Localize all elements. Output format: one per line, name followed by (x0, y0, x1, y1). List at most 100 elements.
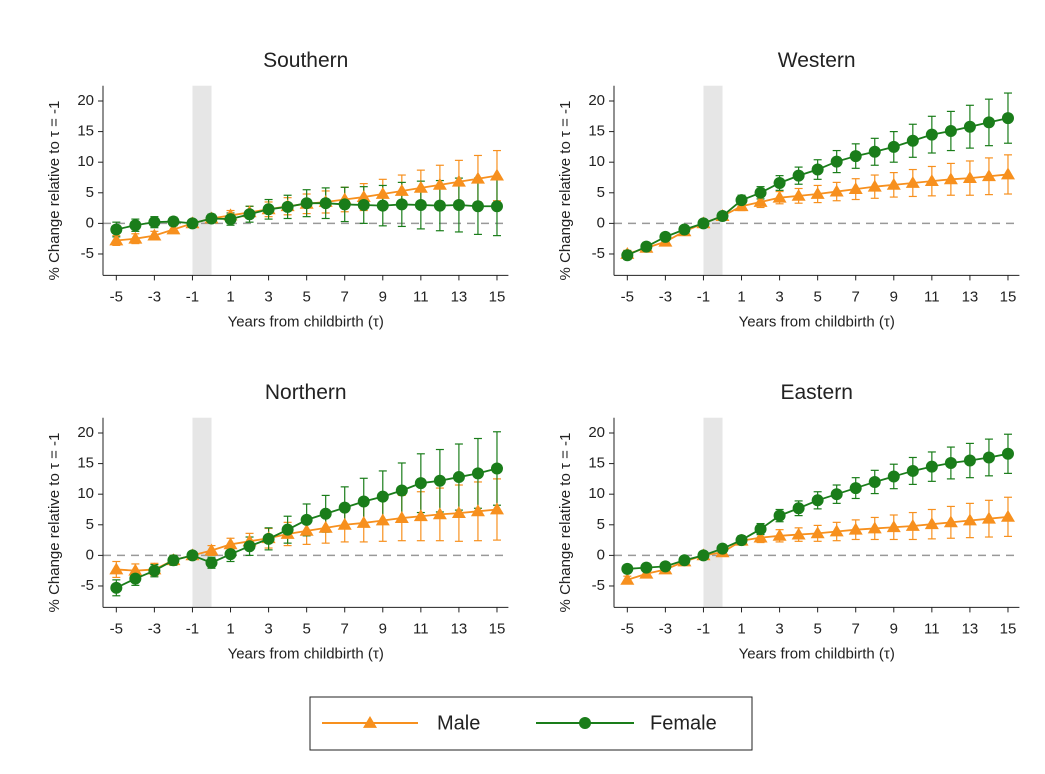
x-tick-label: 13 (962, 288, 979, 305)
y-tick-label: -5 (81, 245, 94, 262)
data-point (810, 187, 825, 199)
data-point (129, 219, 142, 232)
data-point (925, 128, 938, 141)
data-point (243, 208, 256, 221)
highlight-band (192, 417, 212, 608)
y-tick-label: 15 (77, 123, 94, 140)
x-tick-label: 13 (451, 620, 468, 637)
data-point (811, 163, 824, 176)
x-tick-label: 15 (1000, 288, 1017, 305)
data-point (452, 199, 465, 212)
data-point (621, 249, 634, 262)
data-point (925, 460, 938, 473)
data-point (659, 560, 672, 573)
data-point (963, 120, 976, 133)
data-point (772, 528, 787, 541)
data-point (659, 230, 672, 243)
data-point (772, 190, 787, 203)
data-point (905, 175, 920, 188)
data-point (395, 198, 408, 211)
data-point (413, 509, 428, 522)
x-tick-label: 7 (341, 288, 349, 305)
x-tick-label: -5 (110, 620, 123, 637)
data-point (848, 182, 863, 195)
data-point (432, 507, 447, 520)
data-point (887, 470, 900, 483)
data-point (962, 513, 977, 526)
data-point (791, 188, 806, 201)
x-tick-label: -1 (186, 288, 199, 305)
data-point (792, 502, 805, 515)
data-point (300, 513, 313, 526)
y-tick-label: -5 (592, 245, 605, 262)
data-point (490, 462, 503, 475)
data-point (944, 456, 957, 469)
x-tick-label: 9 (890, 620, 898, 637)
data-point (129, 572, 142, 585)
y-tick-label: 5 (86, 516, 94, 533)
data-point (924, 174, 939, 187)
data-point (337, 517, 352, 530)
data-point (452, 471, 465, 484)
data-point (205, 556, 218, 569)
x-tick-label: 7 (341, 620, 349, 637)
data-point (943, 172, 958, 185)
x-tick-label: -3 (148, 288, 161, 305)
data-point (981, 511, 996, 524)
data-point (962, 171, 977, 184)
data-point (829, 184, 844, 197)
legend-label: Female (650, 712, 717, 734)
legend-marker (579, 717, 591, 729)
data-point (943, 515, 958, 528)
data-point (886, 520, 901, 533)
data-point (299, 523, 314, 536)
x-tick-label: 3 (775, 620, 783, 637)
legend-marker (363, 716, 377, 728)
highlight-band (703, 85, 723, 276)
data-point (810, 526, 825, 539)
y-tick-label: 20 (588, 92, 605, 109)
y-tick-label: 15 (77, 455, 94, 472)
y-tick-label: 0 (597, 214, 605, 231)
data-point (128, 231, 143, 244)
data-point (906, 134, 919, 147)
data-point (678, 223, 691, 236)
x-tick-label: 5 (302, 620, 310, 637)
data-point (867, 179, 882, 192)
data-point (110, 223, 123, 236)
data-point (318, 520, 333, 533)
y-tick-label: 10 (77, 485, 94, 502)
x-tick-label: 3 (264, 620, 272, 637)
data-point (471, 200, 484, 213)
x-tick-label: 11 (413, 288, 429, 305)
data-point (394, 183, 409, 196)
data-point (905, 519, 920, 531)
data-point (357, 199, 370, 212)
y-tick-label: 5 (86, 184, 94, 201)
y-tick-label: 10 (588, 485, 605, 502)
x-tick-label: 9 (890, 288, 898, 305)
y-axis-label: % Change relative to τ = -1 (46, 101, 63, 281)
data-point (319, 507, 332, 520)
data-point (1001, 447, 1014, 460)
data-point (754, 186, 767, 199)
data-point (887, 140, 900, 153)
data-point (432, 177, 447, 190)
data-point (319, 197, 332, 210)
data-point (357, 495, 370, 508)
x-tick-label: -1 (186, 620, 199, 637)
data-point (830, 155, 843, 168)
x-tick-label: 7 (852, 620, 860, 637)
highlight-band (192, 85, 212, 276)
x-tick-label: -3 (148, 620, 161, 637)
data-point (640, 240, 653, 253)
data-point (640, 561, 653, 574)
data-point (754, 523, 767, 536)
data-point (451, 506, 466, 519)
x-tick-label: 5 (813, 288, 821, 305)
data-point (414, 199, 427, 212)
data-point (224, 213, 237, 226)
data-point (944, 124, 957, 137)
data-point (262, 203, 275, 216)
